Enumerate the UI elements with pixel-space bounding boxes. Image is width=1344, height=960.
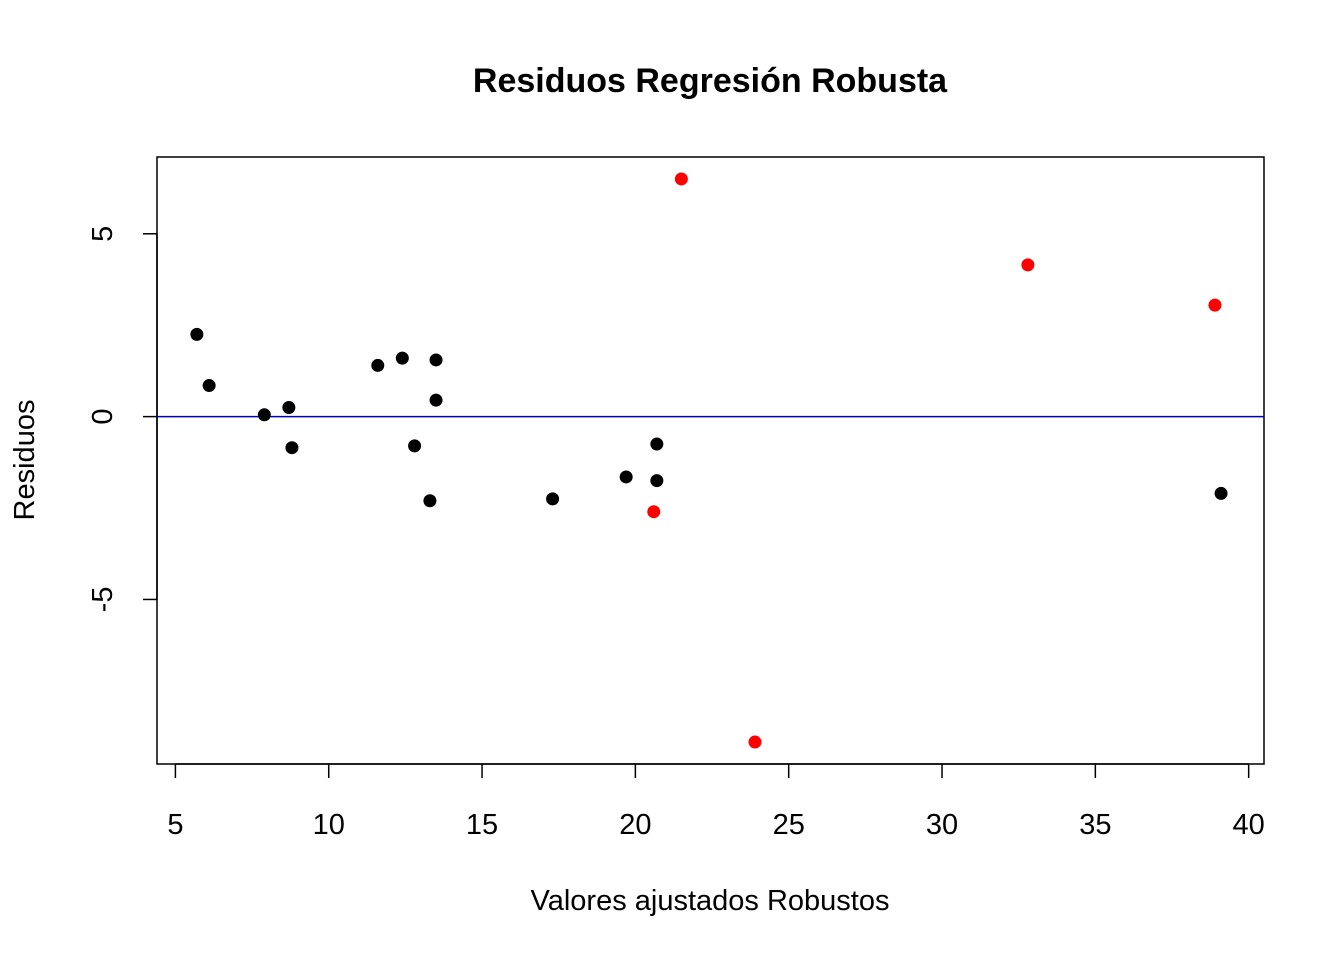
y-tick-label: 5: [87, 226, 119, 242]
y-tick-label: 0: [87, 409, 119, 425]
data-point: [748, 735, 762, 749]
x-tick-label: 40: [1233, 809, 1265, 841]
y-axis: -5 0 5: [87, 226, 158, 613]
data-point: [1021, 258, 1035, 272]
data-point: [546, 492, 560, 506]
x-tick-label: 30: [926, 809, 958, 841]
data-point: [1208, 298, 1222, 312]
x-tick-label: 5: [167, 809, 183, 841]
data-point: [650, 437, 664, 451]
data-point: [429, 393, 443, 407]
x-axis-label: Valores ajustados Robustos: [531, 885, 890, 917]
data-points: [190, 172, 1228, 749]
plot-area-border: [156, 156, 1265, 765]
data-point: [395, 351, 409, 365]
chart-title: Residuos Regresión Robusta: [473, 62, 948, 100]
x-tick-label: 25: [773, 809, 805, 841]
x-axis: 5 10 15 20 25 30 35 40: [167, 763, 1265, 841]
data-point: [202, 379, 216, 393]
data-point: [1214, 486, 1228, 500]
y-axis-label: Residuos: [9, 400, 41, 521]
data-point: [285, 441, 299, 455]
data-point: [282, 400, 296, 414]
data-point: [619, 470, 633, 484]
data-point: [423, 494, 437, 508]
data-point: [257, 408, 271, 422]
x-tick-label: 20: [619, 809, 651, 841]
x-tick-label: 10: [313, 809, 345, 841]
data-point: [647, 505, 661, 519]
data-point: [371, 358, 385, 372]
data-point: [650, 474, 664, 488]
data-point: [674, 172, 688, 186]
data-point: [429, 353, 443, 367]
y-tick-label: -5: [87, 587, 119, 613]
x-tick-label: 15: [466, 809, 498, 841]
data-point: [190, 327, 204, 341]
x-tick-label: 35: [1079, 809, 1111, 841]
data-point: [408, 439, 422, 453]
